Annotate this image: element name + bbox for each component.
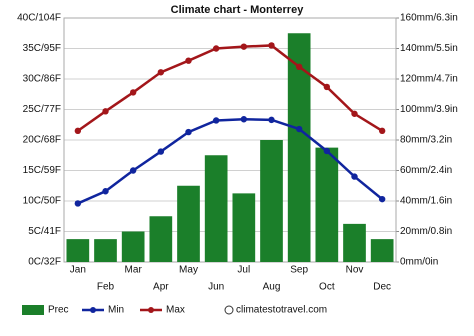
- plot-border: [63, 17, 397, 263]
- point: [378, 195, 386, 203]
- point: [157, 148, 165, 155]
- y2-tick-label: 80mm/3.2in: [400, 135, 452, 146]
- x-tick-label: Jul: [237, 265, 250, 276]
- y-tick-label: 25C/77F: [23, 104, 61, 115]
- legend-swatch: [90, 307, 96, 313]
- x-tick-label: Feb: [97, 282, 115, 293]
- legend-swatch: [22, 305, 44, 315]
- point: [268, 116, 275, 124]
- bar: [204, 155, 228, 262]
- point: [74, 200, 82, 207]
- bar: [315, 147, 339, 262]
- point: [212, 45, 220, 52]
- y-tick-label: 15C/59F: [23, 165, 61, 176]
- x-tick-label: Sep: [290, 265, 308, 276]
- point: [323, 83, 331, 91]
- y2-tick-label: 120mm/4.7in: [400, 74, 458, 85]
- bar: [66, 239, 90, 262]
- legend-label: Min: [108, 305, 124, 316]
- point: [240, 116, 248, 123]
- y2-tick-label: 60mm/2.4in: [400, 165, 452, 176]
- legend-label: Max: [166, 305, 185, 316]
- line: [77, 118, 383, 205]
- y-tick-label: 30C/86F: [23, 74, 61, 85]
- point: [295, 125, 303, 133]
- bar: [149, 216, 173, 262]
- point: [351, 173, 358, 180]
- bar: [343, 223, 366, 262]
- y-tick-label: 0C/32F: [28, 257, 61, 268]
- point: [240, 43, 248, 50]
- point: [74, 127, 82, 135]
- point: [102, 108, 109, 115]
- x-tick-label: Dec: [373, 282, 391, 293]
- legend-swatch: [148, 307, 154, 313]
- chart-title: Climate chart - Monterrey: [171, 4, 305, 16]
- bar: [232, 193, 256, 262]
- x-tick-label: Nov: [346, 265, 364, 276]
- bar: [287, 33, 311, 262]
- bar: [94, 239, 117, 262]
- x-tick-label: Aug: [263, 282, 281, 293]
- y-tick-label: 10C/50F: [23, 196, 61, 207]
- y-tick-label: 35C/95F: [23, 43, 61, 54]
- point: [351, 110, 358, 117]
- y-tick-label: 5C/41F: [28, 226, 61, 237]
- x-tick-label: May: [179, 265, 198, 276]
- x-tick-label: Apr: [153, 282, 169, 293]
- x-tick-label: Jun: [208, 282, 224, 293]
- bar: [121, 231, 145, 262]
- point: [102, 188, 109, 195]
- legend-label: Prec: [48, 305, 69, 316]
- line: [77, 44, 383, 132]
- point: [185, 128, 192, 136]
- x-tick-label: Oct: [319, 282, 335, 293]
- bar: [260, 140, 283, 262]
- point: [212, 117, 220, 124]
- x-tick-label: Jan: [70, 265, 86, 276]
- y2-tick-label: 20mm/0.8in: [400, 226, 452, 237]
- y2-tick-label: 0mm/0in: [400, 257, 438, 268]
- point: [295, 63, 303, 70]
- point: [129, 89, 137, 96]
- watermark: climatestotravel.com: [236, 305, 327, 316]
- y2-tick-label: 140mm/5.5in: [400, 43, 458, 54]
- point: [185, 57, 192, 64]
- bar: [370, 239, 394, 262]
- point: [268, 42, 275, 49]
- point: [378, 127, 386, 135]
- y-tick-label: 40C/104F: [17, 13, 61, 24]
- y2-tick-label: 100mm/3.9in: [400, 104, 458, 115]
- point: [129, 167, 137, 174]
- y2-tick-label: 160mm/6.3in: [400, 13, 458, 24]
- x-tick-label: Mar: [125, 265, 143, 276]
- y-tick-label: 20C/68F: [23, 135, 61, 146]
- bar: [177, 185, 200, 262]
- point: [323, 147, 331, 155]
- point: [157, 69, 165, 76]
- watermark-icon: [224, 305, 234, 315]
- y2-tick-label: 40mm/1.6in: [400, 196, 452, 207]
